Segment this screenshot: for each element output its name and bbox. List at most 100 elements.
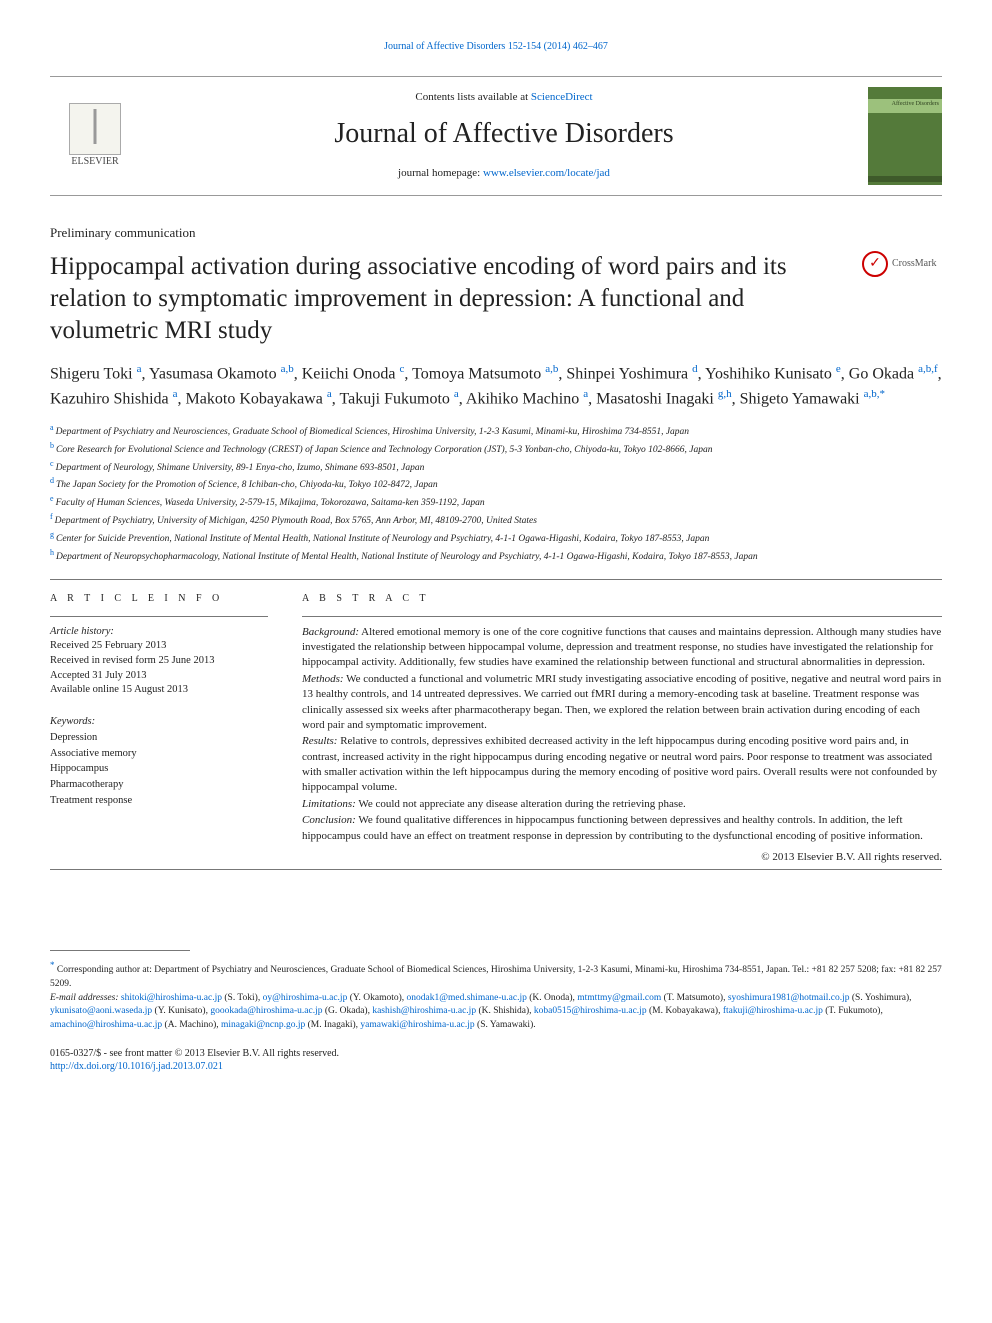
abstract-rule [302, 616, 942, 617]
author-aff-marker: a,b,f [918, 363, 938, 375]
email-link[interactable]: koba0515@hiroshima-u.ac.jp [534, 1006, 647, 1016]
email-link[interactable]: mtmttmy@gmail.com [577, 993, 661, 1003]
author-name: Shinpei Yoshimura [566, 365, 692, 382]
abstract-section-text: We could not appreciate any disease alte… [356, 798, 686, 810]
abstract-section: Results: Relative to controls, depressiv… [302, 734, 942, 796]
email-link[interactable]: oy@hiroshima-u.ac.jp [263, 993, 348, 1003]
homepage-line: journal homepage: www.elsevier.com/locat… [140, 166, 868, 181]
email-link[interactable]: yamawaki@hiroshima-u.ac.jp [360, 1020, 474, 1030]
author-name: Go Okada [849, 365, 918, 382]
email-link[interactable]: shitoki@hiroshima-u.ac.jp [121, 993, 222, 1003]
masthead-center: Contents lists available at ScienceDirec… [140, 90, 868, 181]
article-history: Article history: Received 25 February 20… [50, 625, 268, 698]
email-link[interactable]: minagaki@ncnp.go.jp [221, 1020, 305, 1030]
email-who: (M. Inagaki) [305, 1020, 355, 1030]
contents-prefix: Contents lists available at [415, 91, 530, 103]
article-info-heading: A R T I C L E I N F O [50, 592, 268, 606]
email-addresses: E-mail addresses: shitoki@hiroshima-u.ac… [50, 992, 942, 1033]
affiliation-text: Core Research for Evolutional Science an… [56, 445, 712, 455]
email-who: (K. Shishida) [476, 1006, 529, 1016]
section-rule-top [50, 579, 942, 580]
corr-text: Corresponding author at: Department of P… [50, 965, 942, 989]
running-head-link[interactable]: Journal of Affective Disorders 152-154 (… [384, 41, 608, 52]
email-who: (S. Toki) [222, 993, 258, 1003]
history-online: Available online 15 August 2013 [50, 683, 268, 698]
email-link[interactable]: ykunisato@aoni.waseda.jp [50, 1006, 152, 1016]
page: Journal of Affective Disorders 152-154 (… [0, 0, 992, 1114]
email-who: (Y. Kunisato) [152, 1006, 205, 1016]
sciencedirect-link[interactable]: ScienceDirect [531, 91, 593, 103]
elsevier-label: ELSEVIER [71, 155, 118, 169]
affiliation-line: b Core Research for Evolutional Science … [50, 440, 942, 458]
doi-link[interactable]: http://dx.doi.org/10.1016/j.jad.2013.07.… [50, 1061, 223, 1072]
affiliation-line: f Department of Psychiatry, University o… [50, 511, 942, 529]
email-who: (G. Okada) [322, 1006, 367, 1016]
email-who: (K. Onoda) [527, 993, 573, 1003]
email-link[interactable]: onodak1@med.shimane-u.ac.jp [407, 993, 527, 1003]
abstract-copyright: © 2013 Elsevier B.V. All rights reserved… [302, 850, 942, 865]
footnote-rule [50, 950, 190, 951]
abstract-column: A B S T R A C T Background: Altered emot… [302, 592, 942, 865]
affiliation-text: Department of Neuropsychopharmacology, N… [56, 552, 758, 562]
email-link[interactable]: syoshimura1981@hotmail.co.jp [728, 993, 850, 1003]
affiliation-text: The Japan Society for the Promotion of S… [56, 481, 438, 491]
affiliation-line: c Department of Neurology, Shimane Unive… [50, 458, 942, 476]
elsevier-logo[interactable]: ELSEVIER [50, 91, 140, 181]
title-row: Hippocampal activation during associativ… [50, 251, 942, 361]
abstract-section-label: Results: [302, 735, 337, 747]
emails-label: E-mail addresses: [50, 993, 121, 1003]
email-who: (S. Yamawaki) [475, 1020, 534, 1030]
masthead: ELSEVIER Contents lists available at Sci… [50, 76, 942, 196]
document-type: Preliminary communication [50, 224, 942, 242]
journal-cover-thumb[interactable]: Affective Disorders [868, 87, 942, 185]
affiliation-line: a Department of Psychiatry and Neuroscie… [50, 422, 942, 440]
author-aff-marker: a [583, 388, 588, 400]
author-name: Takuji Fukumoto [339, 391, 453, 408]
crossmark-badge[interactable]: ✓ CrossMark [862, 251, 942, 277]
author-name: Keiichi Onoda [302, 365, 400, 382]
history-revised: Received in revised form 25 June 2013 [50, 654, 268, 669]
crossmark-label: CrossMark [892, 257, 936, 271]
abstract-heading: A B S T R A C T [302, 592, 942, 606]
front-matter-line: 0165-0327/$ - see front matter © 2013 El… [50, 1047, 942, 1061]
author-name: Shigeru Toki [50, 365, 137, 382]
keyword: Pharmacotherapy [50, 777, 268, 793]
affiliation-line: g Center for Suicide Prevention, Nationa… [50, 529, 942, 547]
homepage-link[interactable]: www.elsevier.com/locate/jad [483, 167, 610, 179]
author-list: Shigeru Toki a, Yasumasa Okamoto a,b, Ke… [50, 361, 942, 412]
affiliation-text: Department of Neurology, Shimane Univers… [56, 463, 425, 473]
info-rule [50, 616, 268, 617]
email-link[interactable]: ftakuji@hiroshima-u.ac.jp [723, 1006, 823, 1016]
cover-footer-bar [868, 176, 942, 182]
affiliation-line: d The Japan Society for the Promotion of… [50, 475, 942, 493]
crossmark-icon: ✓ [862, 251, 888, 277]
affiliation-line: e Faculty of Human Sciences, Waseda Univ… [50, 493, 942, 511]
abstract-body: Background: Altered emotional memory is … [302, 625, 942, 844]
doi-block: 0165-0327/$ - see front matter © 2013 El… [50, 1047, 942, 1074]
keyword: Treatment response [50, 793, 268, 809]
affiliation-text: Department of Psychiatry, University of … [55, 516, 537, 526]
keywords-label: Keywords: [50, 714, 268, 730]
email-link[interactable]: goookada@hiroshima-u.ac.jp [210, 1006, 322, 1016]
affiliation-list: a Department of Psychiatry and Neuroscie… [50, 422, 942, 565]
email-who: (S. Yoshimura) [850, 993, 910, 1003]
author-name: Tomoya Matsumoto [412, 365, 545, 382]
author-aff-marker: e [836, 363, 841, 375]
author-aff-marker: a,b [545, 363, 558, 375]
author-aff-marker: a,b [281, 363, 294, 375]
author-aff-marker: a [173, 388, 178, 400]
author-name: Makoto Kobayakawa [186, 391, 327, 408]
footnotes: * Corresponding author at: Department of… [50, 959, 942, 1033]
affiliation-line: h Department of Neuropsychopharmacology,… [50, 547, 942, 565]
email-link[interactable]: kashish@hiroshima-u.ac.jp [372, 1006, 476, 1016]
author-name: Akihiko Machino [466, 391, 583, 408]
author-aff-marker: g,h [718, 388, 732, 400]
contents-line: Contents lists available at ScienceDirec… [140, 90, 868, 105]
author-name: Yasumasa Okamoto [149, 365, 281, 382]
author-aff-marker: a [454, 388, 459, 400]
abstract-section: Methods: We conducted a functional and v… [302, 672, 942, 734]
elsevier-tree-icon [69, 103, 121, 155]
section-rule-bottom [50, 869, 942, 870]
email-link[interactable]: amachino@hiroshima-u.ac.jp [50, 1020, 162, 1030]
author-name: Shigeto Yamawaki [740, 391, 864, 408]
